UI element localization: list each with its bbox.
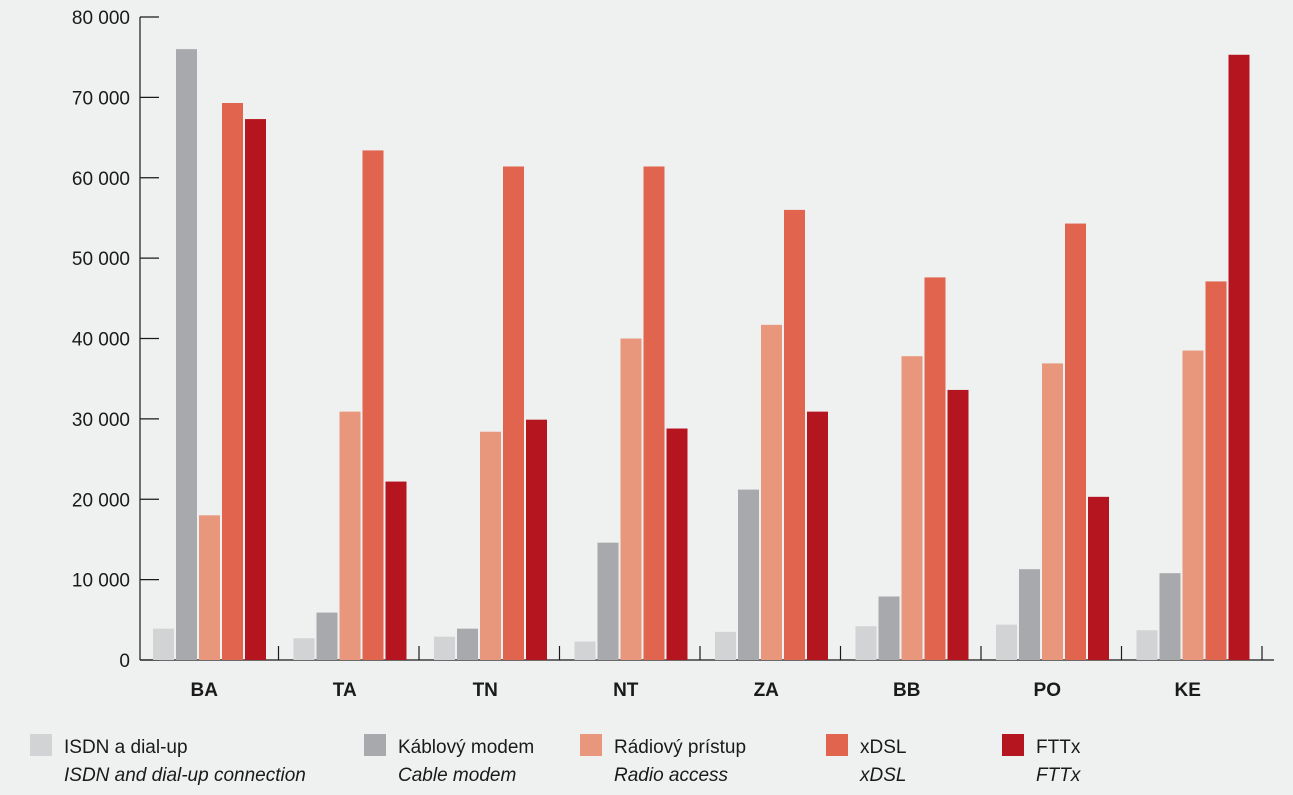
bar-tn-series-1 [457,628,478,660]
bar-bb-series-0 [855,626,877,660]
legend-swatch [30,734,52,756]
bar-ba-series-0 [153,628,174,660]
bar-nt-series-3 [643,166,665,660]
legend: ISDN a dial-up ISDN and dial-up connectio… [30,734,1082,786]
bar-ba-series-2 [199,515,220,660]
legend-item-1: Káblový modem Cable modem [364,734,534,786]
bar-ba-series-3 [222,103,243,661]
bar-nt-series-0 [574,641,596,660]
legend-label-english: ISDN and dial-up connection [64,765,306,786]
bar-tn-series-2 [480,431,501,660]
legend-label-english: FTTx [1036,765,1082,786]
legend-label-english: Radio access [614,765,729,786]
x-tick-label-bb: BB [893,680,920,701]
bar-nt-series-1 [597,542,619,660]
y-tick-label: 50 000 [72,249,130,270]
y-tick-label: 30 000 [72,410,130,431]
legend-label: Rádiový prístup [614,737,746,758]
bar-ta-series-0 [293,638,315,660]
legend-label-english: xDSL [859,765,906,786]
x-tick-label-ta: TA [333,680,357,701]
x-tick-label-po: PO [1034,680,1061,701]
bar-za-series-4 [807,411,828,660]
y-tick-label: 60 000 [72,169,130,190]
y-tick-label: 70 000 [72,88,130,109]
bar-ta-series-2 [339,411,361,660]
bar-ke-series-0 [1136,630,1158,660]
bar-bb-series-1 [878,596,900,660]
bar-series-group [153,49,1250,661]
bar-nt-series-2 [620,338,642,660]
bar-tn-series-4 [526,419,547,660]
legend-label: FTTx [1036,737,1081,758]
bar-ta-series-4 [385,481,407,660]
legend-item-4: FTTx FTTx [1002,734,1082,786]
bar-nt-series-4 [666,428,688,660]
bar-ba-series-4 [245,119,266,661]
legend-label-english: Cable modem [398,765,516,786]
bar-po-series-3 [1065,223,1086,660]
bar-ba-series-1 [176,49,197,660]
bar-po-series-2 [1042,363,1063,660]
bar-za-series-3 [784,209,805,660]
legend-label: ISDN a dial-up [64,737,188,758]
bar-bb-series-4 [947,389,969,660]
y-axis: 0 10 000 20 000 30 000 40 000 50 000 60 000 70 … [72,8,159,672]
y-tick-label: 0 [119,651,130,672]
bar-ke-series-1 [1159,573,1181,660]
legend-item-0: ISDN a dial-up ISDN and dial-up connectio… [30,734,306,786]
y-tick-label: 40 000 [72,330,130,351]
bar-tn-series-0 [434,636,455,660]
bar-po-series-0 [996,624,1017,660]
bar-bb-series-3 [924,277,946,660]
legend-item-3: xDSL xDSL [826,734,906,786]
bar-bb-series-2 [901,356,923,660]
bar-ke-series-4 [1228,54,1250,661]
x-tick-label-ke: KE [1175,680,1201,701]
bar-ta-series-1 [316,612,338,660]
bar-tn-series-3 [503,166,524,660]
bar-za-series-1 [738,489,759,660]
bar-ke-series-3 [1205,281,1227,660]
y-tick-label: 80 000 [72,8,130,29]
bar-za-series-0 [715,631,736,660]
legend-swatch [580,734,602,756]
bar-po-series-1 [1019,569,1040,660]
x-tick-label-ba: BA [191,680,219,701]
legend-swatch [364,734,386,756]
y-tick-label: 20 000 [72,490,130,511]
legend-swatch [826,734,848,756]
bar-ke-series-2 [1182,350,1204,660]
x-tick-label-tn: TN [473,680,498,701]
y-tick-label: 10 000 [72,571,130,592]
x-tick-label-nt: NT [613,680,639,701]
legend-label: xDSL [860,737,906,758]
legend-label: Káblový modem [398,737,534,758]
legend-swatch [1002,734,1024,756]
x-tick-label-za: ZA [754,680,780,701]
bar-po-series-4 [1088,496,1109,660]
bar-ta-series-3 [362,150,384,661]
legend-item-2: Rádiový prístup Radio access [580,734,746,786]
bar-za-series-2 [761,324,782,660]
